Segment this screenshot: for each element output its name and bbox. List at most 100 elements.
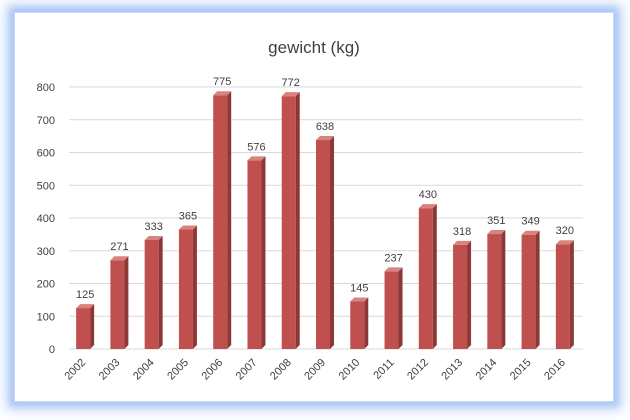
x-tick-label: 2012 <box>405 357 431 383</box>
x-tick-label: 2003 <box>97 357 123 383</box>
x-tick-label: 2009 <box>302 357 328 383</box>
y-tick-label: 100 <box>37 311 55 323</box>
y-tick-label: 500 <box>37 180 55 192</box>
x-tick-label: 2002 <box>62 357 88 383</box>
x-tick-label: 2004 <box>131 357 157 383</box>
x-tick-label: 2015 <box>508 357 534 383</box>
bar <box>110 256 129 349</box>
x-tick-label: 2013 <box>439 357 465 383</box>
x-tick-label: 2014 <box>474 357 500 383</box>
bar <box>555 240 574 349</box>
bar-front <box>281 96 296 349</box>
data-label: 125 <box>76 289 94 301</box>
data-label: 145 <box>350 283 368 295</box>
chart-frame: gewicht (kg) 0 100 200 300 400 500 600 700 800 1… <box>14 12 614 402</box>
bar-top <box>453 240 472 245</box>
data-label: 365 <box>179 210 197 222</box>
bar-top <box>178 225 197 230</box>
bar-side <box>501 230 506 349</box>
bar-side <box>467 240 472 349</box>
bar-side <box>192 225 197 349</box>
y-tick-label: 400 <box>37 213 55 225</box>
bar <box>316 136 334 349</box>
bar-side <box>124 256 129 349</box>
x-tick-label: 2011 <box>371 357 396 382</box>
bar <box>418 204 437 349</box>
data-label: 318 <box>453 226 471 238</box>
bar-top <box>281 92 300 97</box>
bar-top <box>247 156 266 161</box>
bar-side <box>535 230 540 349</box>
data-label: 320 <box>556 225 574 237</box>
data-label: 775 <box>213 76 231 88</box>
bar <box>178 225 197 349</box>
bar-front <box>110 260 125 349</box>
bar-front <box>213 95 228 349</box>
bar-front <box>555 244 570 349</box>
x-tick-label: 2007 <box>234 357 260 383</box>
bar-top <box>76 304 95 309</box>
data-label: 576 <box>247 141 265 153</box>
chart-title: gewicht (kg) <box>268 38 360 57</box>
data-label: 430 <box>419 189 437 201</box>
data-label: 237 <box>384 252 402 264</box>
bar-top <box>144 235 163 240</box>
bar-front <box>76 308 91 349</box>
bar-side <box>158 235 163 349</box>
x-tick-label: 2006 <box>200 357 226 383</box>
bar-top <box>350 297 369 302</box>
bar-front <box>316 140 330 349</box>
bar-top <box>110 256 129 261</box>
bar-front <box>453 244 468 349</box>
data-label: 638 <box>316 121 334 133</box>
bar-front <box>487 234 502 349</box>
bar-side <box>90 304 95 349</box>
x-tick-label: 2008 <box>268 357 294 383</box>
bar-top <box>384 267 403 272</box>
bar-front <box>384 271 399 349</box>
data-label: 351 <box>487 215 505 227</box>
bar-top <box>213 91 232 96</box>
bar-side <box>261 156 266 349</box>
bar-top <box>316 136 334 141</box>
bar <box>453 240 472 349</box>
x-tick-label: 2005 <box>165 357 191 383</box>
bar-front <box>521 234 536 349</box>
x-tick-label: 2016 <box>542 357 568 383</box>
y-tick-label: 800 <box>37 82 55 94</box>
bar-top <box>487 230 506 235</box>
y-tick-label: 0 <box>49 344 55 356</box>
bar <box>213 91 232 349</box>
bar-front <box>247 160 262 349</box>
bar-front <box>350 301 365 349</box>
bar-front <box>418 208 433 349</box>
bar <box>350 297 369 349</box>
bar <box>76 304 95 349</box>
bar-top <box>555 240 574 245</box>
bar-side <box>432 204 437 349</box>
bar-top <box>521 230 540 235</box>
x-tick-label: 2010 <box>337 357 363 383</box>
bar <box>384 267 403 349</box>
bar-side <box>227 91 232 349</box>
bar-side <box>330 136 334 349</box>
bar-chart: gewicht (kg) 0 100 200 300 400 500 600 700 800 1… <box>37 38 583 383</box>
bar <box>281 92 300 350</box>
bar-side <box>398 267 403 349</box>
bar <box>247 156 266 349</box>
bar-top <box>418 204 437 209</box>
bar <box>144 235 163 349</box>
bar-side <box>569 240 574 349</box>
data-label: 349 <box>521 216 539 228</box>
data-label: 271 <box>110 241 128 253</box>
bar <box>487 230 506 349</box>
bar-front <box>144 239 159 349</box>
y-tick-label: 700 <box>37 115 55 127</box>
y-tick-label: 200 <box>37 279 55 291</box>
bar <box>521 230 540 349</box>
y-tick-label: 600 <box>37 148 55 160</box>
bar-side <box>295 92 300 350</box>
data-label: 333 <box>144 221 162 233</box>
bar-side <box>364 297 369 349</box>
y-tick-label: 300 <box>37 246 55 258</box>
